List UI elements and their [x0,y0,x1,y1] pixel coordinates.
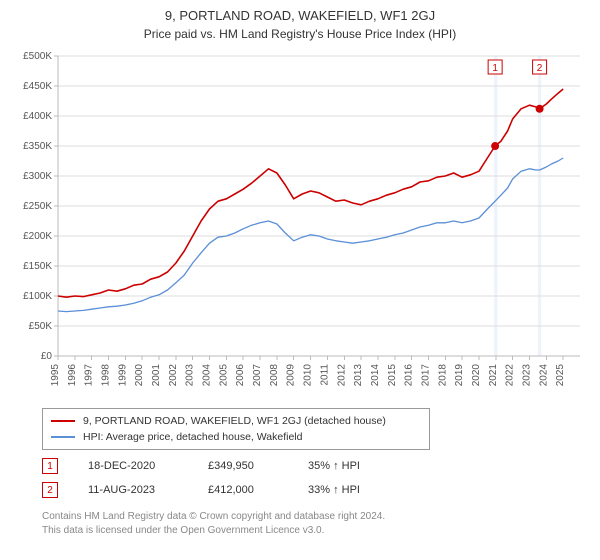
svg-text:2000: 2000 [134,364,145,387]
svg-text:1997: 1997 [84,364,95,387]
chart-title: 9, PORTLAND ROAD, WAKEFIELD, WF1 2GJ [0,0,600,23]
svg-text:2009: 2009 [286,364,297,387]
svg-text:2003: 2003 [185,364,196,387]
svg-text:£150K: £150K [23,261,52,272]
line-chart: £0 £50K £100K £150K £200K £250K £300K £350K £400… [10,50,590,400]
chart-area: £0 £50K £100K £150K £200K £250K £300K £350K £400… [10,50,590,400]
svg-text:2007: 2007 [252,364,263,387]
sale-delta: 35% ↑ HPI [308,460,408,472]
svg-text:£0: £0 [41,351,53,362]
svg-text:2016: 2016 [404,364,415,387]
svg-text:£400K: £400K [23,111,52,122]
svg-text:1996: 1996 [67,364,78,387]
footer-line-1: Contains HM Land Registry data © Crown c… [42,510,385,524]
svg-text:2014: 2014 [370,364,381,387]
chart-subtitle: Price paid vs. HM Land Registry's House … [0,23,600,41]
svg-text:£250K: £250K [23,201,52,212]
svg-text:2022: 2022 [505,364,516,387]
svg-text:2006: 2006 [235,364,246,387]
svg-text:2: 2 [537,63,543,74]
sale-marker: 1 [42,458,58,474]
svg-text:2020: 2020 [471,364,482,387]
svg-text:£300K: £300K [23,171,52,182]
svg-text:£500K: £500K [23,51,52,62]
legend-item: HPI: Average price, detached house, Wake… [51,429,421,445]
svg-text:2024: 2024 [538,364,549,387]
svg-text:£350K: £350K [23,141,52,152]
sale-date: 18-DEC-2020 [88,460,208,472]
svg-text:2010: 2010 [303,364,314,387]
svg-text:2021: 2021 [488,364,499,387]
svg-text:2017: 2017 [420,364,431,387]
sale-row: 1 18-DEC-2020£349,95035% ↑ HPI [42,454,408,478]
sales-table: 1 18-DEC-2020£349,95035% ↑ HPI 2 11-AUG-202… [42,454,408,502]
svg-text:2008: 2008 [269,364,280,387]
svg-text:2015: 2015 [387,364,398,387]
svg-text:1995: 1995 [50,364,61,387]
svg-text:2018: 2018 [437,364,448,387]
svg-text:1999: 1999 [117,364,128,387]
svg-text:2025: 2025 [555,364,566,387]
svg-text:2011: 2011 [319,364,330,386]
legend-swatch [51,436,75,438]
sale-price: £349,950 [208,460,308,472]
svg-text:2023: 2023 [521,364,532,387]
sale-marker: 2 [42,482,58,498]
sale-delta: 33% ↑ HPI [308,484,408,496]
svg-text:2005: 2005 [218,364,229,387]
svg-text:2002: 2002 [168,364,179,387]
svg-text:£450K: £450K [23,81,52,92]
legend-label: HPI: Average price, detached house, Wake… [83,431,302,443]
footer-attribution: Contains HM Land Registry data © Crown c… [42,510,385,537]
sale-price: £412,000 [208,484,308,496]
svg-text:£50K: £50K [29,321,53,332]
sale-date: 11-AUG-2023 [88,484,208,496]
svg-text:2001: 2001 [151,364,162,387]
svg-text:2012: 2012 [336,364,347,387]
legend-item: 9, PORTLAND ROAD, WAKEFIELD, WF1 2GJ (de… [51,413,421,429]
svg-text:2013: 2013 [353,364,364,387]
svg-text:2004: 2004 [202,364,213,387]
legend-swatch [51,420,75,422]
legend: 9, PORTLAND ROAD, WAKEFIELD, WF1 2GJ (de… [42,408,430,450]
sale-row: 2 11-AUG-2023£412,00033% ↑ HPI [42,478,408,502]
svg-text:£100K: £100K [23,291,52,302]
legend-label: 9, PORTLAND ROAD, WAKEFIELD, WF1 2GJ (de… [83,415,386,427]
svg-text:1: 1 [492,63,498,74]
svg-text:£200K: £200K [23,231,52,242]
svg-text:1998: 1998 [101,364,112,387]
footer-line-2: This data is licensed under the Open Gov… [42,524,385,538]
svg-text:2019: 2019 [454,364,465,387]
